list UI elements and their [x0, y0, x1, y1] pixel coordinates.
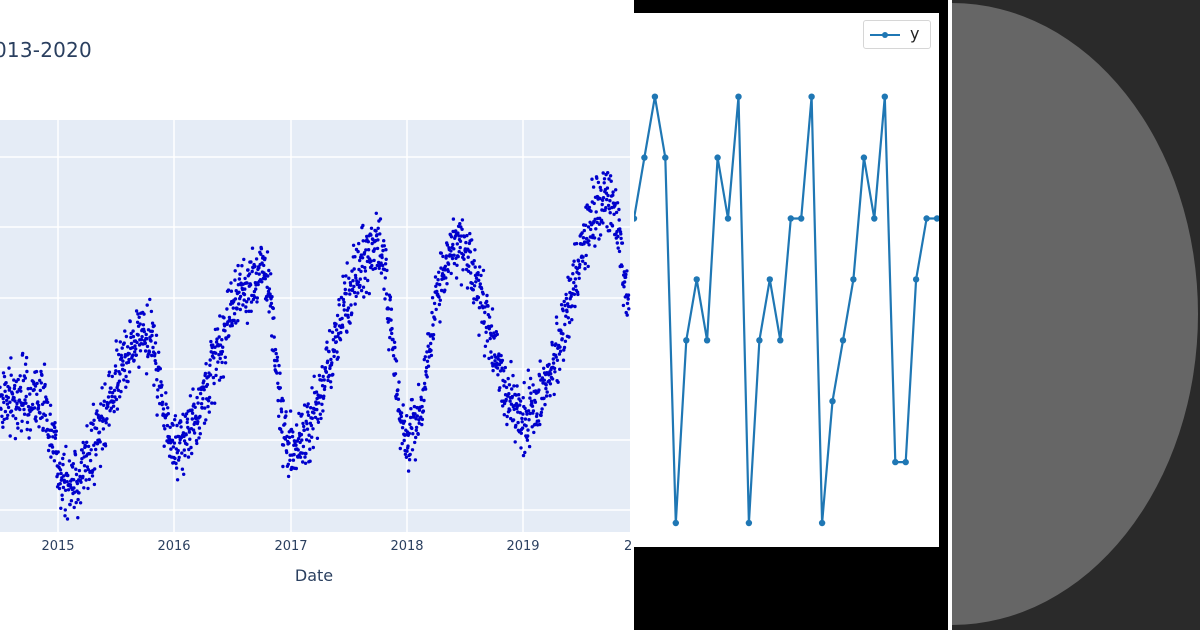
x-tick: 2017: [274, 539, 307, 554]
x-tick: 2016: [157, 539, 190, 554]
scatter-points: [0, 171, 631, 521]
x-tick: 2015: [41, 539, 74, 554]
legend-label: y: [910, 24, 920, 43]
x-tick: 2: [624, 539, 632, 554]
scatter-chart-panel: 013-2020 2015 2016 2017 2018 2019 2 Date: [0, 38, 633, 585]
horizontal-gridlines: [0, 156, 630, 511]
legend-marker-icon: [882, 32, 888, 38]
dark-panel: [952, 0, 1200, 630]
plot-area: [0, 120, 630, 532]
line-series: [634, 93, 939, 527]
x-axis-ticks: 2015 2016 2017 2018 2019 2: [41, 539, 632, 554]
line-plot-area: y: [634, 13, 939, 547]
line-chart-panel: y: [634, 0, 948, 630]
x-axis-label: Date: [295, 566, 333, 585]
half-circle-shape: [952, 3, 1198, 625]
legend: y: [863, 20, 931, 49]
panel-divider: [948, 0, 952, 630]
chart-title: 013-2020: [0, 38, 92, 62]
scatter-plot: 2015 2016 2017 2018 2019 2 Date: [0, 120, 632, 585]
x-tick: 2018: [390, 539, 423, 554]
x-tick: 2019: [506, 539, 539, 554]
